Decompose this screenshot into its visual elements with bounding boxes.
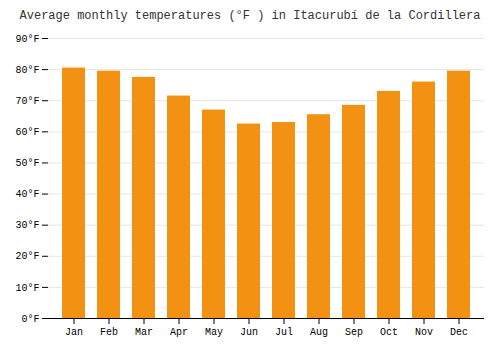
svg-text:Jul: Jul xyxy=(275,327,293,338)
svg-text:0°F: 0°F xyxy=(21,314,39,325)
svg-text:Sep: Sep xyxy=(345,327,363,338)
svg-text:20°F: 20°F xyxy=(15,251,39,262)
svg-text:May: May xyxy=(205,327,223,338)
svg-text:40°F: 40°F xyxy=(15,189,39,200)
svg-text:30°F: 30°F xyxy=(15,220,39,231)
svg-text:Feb: Feb xyxy=(100,327,118,338)
svg-text:70°F: 70°F xyxy=(15,96,39,107)
svg-text:Aug: Aug xyxy=(310,327,328,338)
svg-text:Apr: Apr xyxy=(170,327,188,338)
svg-text:Jun: Jun xyxy=(240,327,258,338)
svg-text:Dec: Dec xyxy=(450,327,468,338)
svg-text:50°F: 50°F xyxy=(15,158,39,169)
svg-text:Mar: Mar xyxy=(135,327,153,338)
svg-text:Jan: Jan xyxy=(65,327,83,338)
svg-text:60°F: 60°F xyxy=(15,127,39,138)
svg-text:Nov: Nov xyxy=(415,327,433,338)
svg-text:90°F: 90°F xyxy=(15,34,39,45)
svg-text:Oct: Oct xyxy=(380,327,398,338)
svg-text:80°F: 80°F xyxy=(15,65,39,76)
html-text:Average monthly temperatures (: Average monthly temperatures (°F ) in It… xyxy=(19,9,481,23)
svg-text:10°F: 10°F xyxy=(15,283,39,294)
